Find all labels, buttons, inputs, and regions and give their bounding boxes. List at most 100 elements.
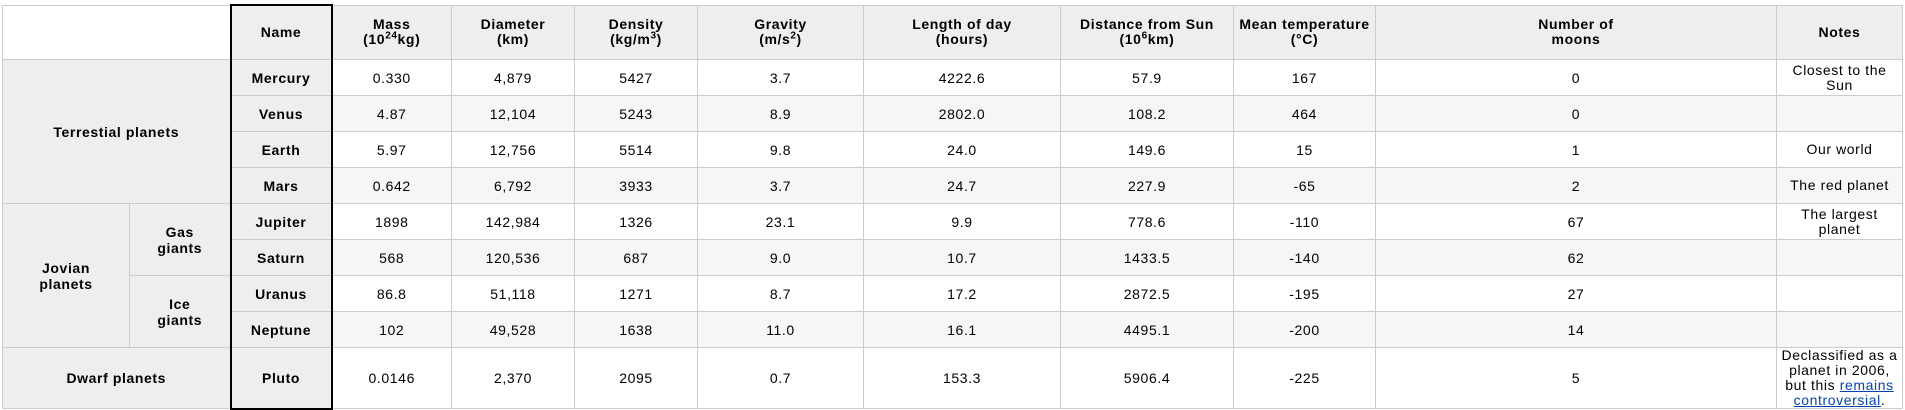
cell-notes	[1776, 311, 1903, 348]
planets-table: Name Mass (1024kg) Diameter (km) Density (k…	[2, 4, 1903, 410]
table-row: Jovian planets Gas giants Jupiter 1898 142…	[2, 203, 1903, 348]
cell-temperature: -140	[1233, 239, 1376, 276]
cell-day: 9.9	[863, 203, 1061, 240]
cell-density: 687	[574, 239, 698, 276]
cell-density: 1326	[574, 203, 698, 240]
cell-moons: 0	[1375, 95, 1777, 132]
cell-density: 1271	[574, 275, 698, 312]
header-mass: Mass (1024kg)	[331, 4, 452, 60]
cell-density: 2095	[574, 347, 698, 409]
cell-day: 4222.6	[863, 59, 1061, 96]
table-row: Venus 4.87 12,104 5243 8.9 2802.0 108.2 …	[3, 95, 1903, 132]
cell-notes: Our world	[1776, 131, 1903, 168]
table-row: Earth 5.97 12,756 5514 9.8 24.0 149.6 15…	[3, 131, 1903, 168]
planet-name: Earth	[229, 131, 333, 168]
cell-distance: 4495.1	[1060, 311, 1234, 348]
cell-diameter: 12,104	[451, 95, 575, 132]
cell-density: 1638	[574, 311, 698, 348]
cell-diameter: 12,756	[451, 131, 575, 168]
table-row: Mars 0.642 6,792 3933 3.7 24.7 227.9 -65…	[3, 167, 1903, 204]
cell-gravity: 8.9	[697, 95, 864, 132]
cell-temperature: -225	[1233, 347, 1376, 409]
cell-temperature: 167	[1233, 59, 1376, 96]
cell-distance: 227.9	[1060, 167, 1234, 204]
cell-distance: 778.6	[1060, 203, 1234, 240]
cell-mass: 568	[331, 239, 452, 276]
header-gravity: Gravity (m/s2)	[697, 4, 864, 60]
cell-distance: 1433.5	[1060, 239, 1234, 276]
cell-notes	[1776, 95, 1903, 132]
cell-moons: 1	[1375, 131, 1777, 168]
cell-temperature: -65	[1233, 167, 1376, 204]
cell-diameter: 120,536	[451, 239, 575, 276]
cell-mass: 5.97	[331, 131, 452, 168]
cell-mass: 102	[331, 311, 452, 348]
cell-moons: 14	[1375, 311, 1777, 348]
cell-mass: 1898	[331, 203, 452, 240]
cell-density: 5514	[574, 131, 698, 168]
cell-diameter: 2,370	[451, 347, 575, 409]
cell-moons: 5	[1375, 347, 1777, 409]
planet-name: Saturn	[229, 239, 333, 276]
table-row: Neptune 102 49,528 1638 11.0 16.1 4495.1…	[3, 311, 1903, 348]
cell-diameter: 49,528	[451, 311, 575, 348]
cell-distance: 149.6	[1060, 131, 1234, 168]
table-row: Ice giants Uranus 86.8 51,118 1271 8.7 17…	[3, 275, 1903, 348]
cell-distance: 108.2	[1060, 95, 1234, 132]
table-row: Saturn 568 120,536 687 9.0 10.7 1433.5 -…	[3, 239, 1903, 276]
cell-distance: 5906.4	[1060, 347, 1234, 409]
cell-diameter: 142,984	[451, 203, 575, 240]
cell-day: 2802.0	[863, 95, 1061, 132]
planet-name: Uranus	[229, 275, 333, 312]
cell-moons: 62	[1375, 239, 1777, 276]
cell-temperature: 15	[1233, 131, 1376, 168]
cell-notes: Declassified as a planet in 2006, but th…	[1776, 347, 1903, 409]
cell-distance: 57.9	[1060, 59, 1234, 96]
cell-notes	[1776, 239, 1903, 276]
cell-gravity: 23.1	[697, 203, 864, 240]
header-density: Density (kg/m3)	[574, 4, 698, 60]
group-jovian: Jovian planets	[2, 203, 130, 348]
planet-name: Pluto	[229, 347, 333, 410]
header-distance: Distance from Sun (106km)	[1060, 4, 1234, 60]
planet-name: Neptune	[229, 311, 333, 348]
cell-temperature: -195	[1233, 275, 1376, 312]
cell-moons: 2	[1375, 167, 1777, 204]
cell-mass: 0.0146	[331, 347, 452, 409]
cell-density: 3933	[574, 167, 698, 204]
cell-moons: 0	[1375, 59, 1777, 96]
cell-day: 17.2	[863, 275, 1061, 312]
cell-diameter: 6,792	[451, 167, 575, 204]
header-moons: Number of moons	[1375, 4, 1777, 60]
cell-mass: 0.642	[331, 167, 452, 204]
cell-gravity: 3.7	[697, 59, 864, 96]
group-ice-giants: Ice giants	[129, 275, 231, 348]
cell-density: 5243	[574, 95, 698, 132]
cell-gravity: 9.8	[697, 131, 864, 168]
cell-gravity: 9.0	[697, 239, 864, 276]
planet-name: Venus	[229, 95, 333, 132]
group-gas-giants: Gas giants	[129, 203, 231, 276]
cell-notes: The red planet	[1776, 167, 1903, 204]
cell-moons: 27	[1375, 275, 1777, 312]
cell-notes	[1776, 275, 1903, 312]
header-notes: Notes	[1776, 4, 1903, 60]
cell-gravity: 0.7	[697, 347, 864, 409]
group-terrestrial: Terrestial planets	[2, 59, 231, 204]
cell-gravity: 11.0	[697, 311, 864, 348]
cell-mass: 0.330	[331, 59, 452, 96]
cell-temperature: -200	[1233, 311, 1376, 348]
planet-name: Mercury	[229, 59, 333, 96]
cell-day: 16.1	[863, 311, 1061, 348]
planet-name: Jupiter	[229, 203, 333, 240]
header-row: Name Mass (1024kg) Diameter (km) Density (k…	[2, 4, 1903, 60]
cell-mass: 86.8	[331, 275, 452, 312]
planet-name: Mars	[229, 167, 333, 204]
cell-mass: 4.87	[331, 95, 452, 132]
cell-day: 153.3	[863, 347, 1061, 409]
header-temperature: Mean temperature (°C)	[1233, 4, 1376, 60]
cell-notes: The largest planet	[1776, 203, 1903, 240]
cell-day: 10.7	[863, 239, 1061, 276]
group-dwarf: Dwarf planets	[2, 347, 231, 409]
cell-gravity: 8.7	[697, 275, 864, 312]
